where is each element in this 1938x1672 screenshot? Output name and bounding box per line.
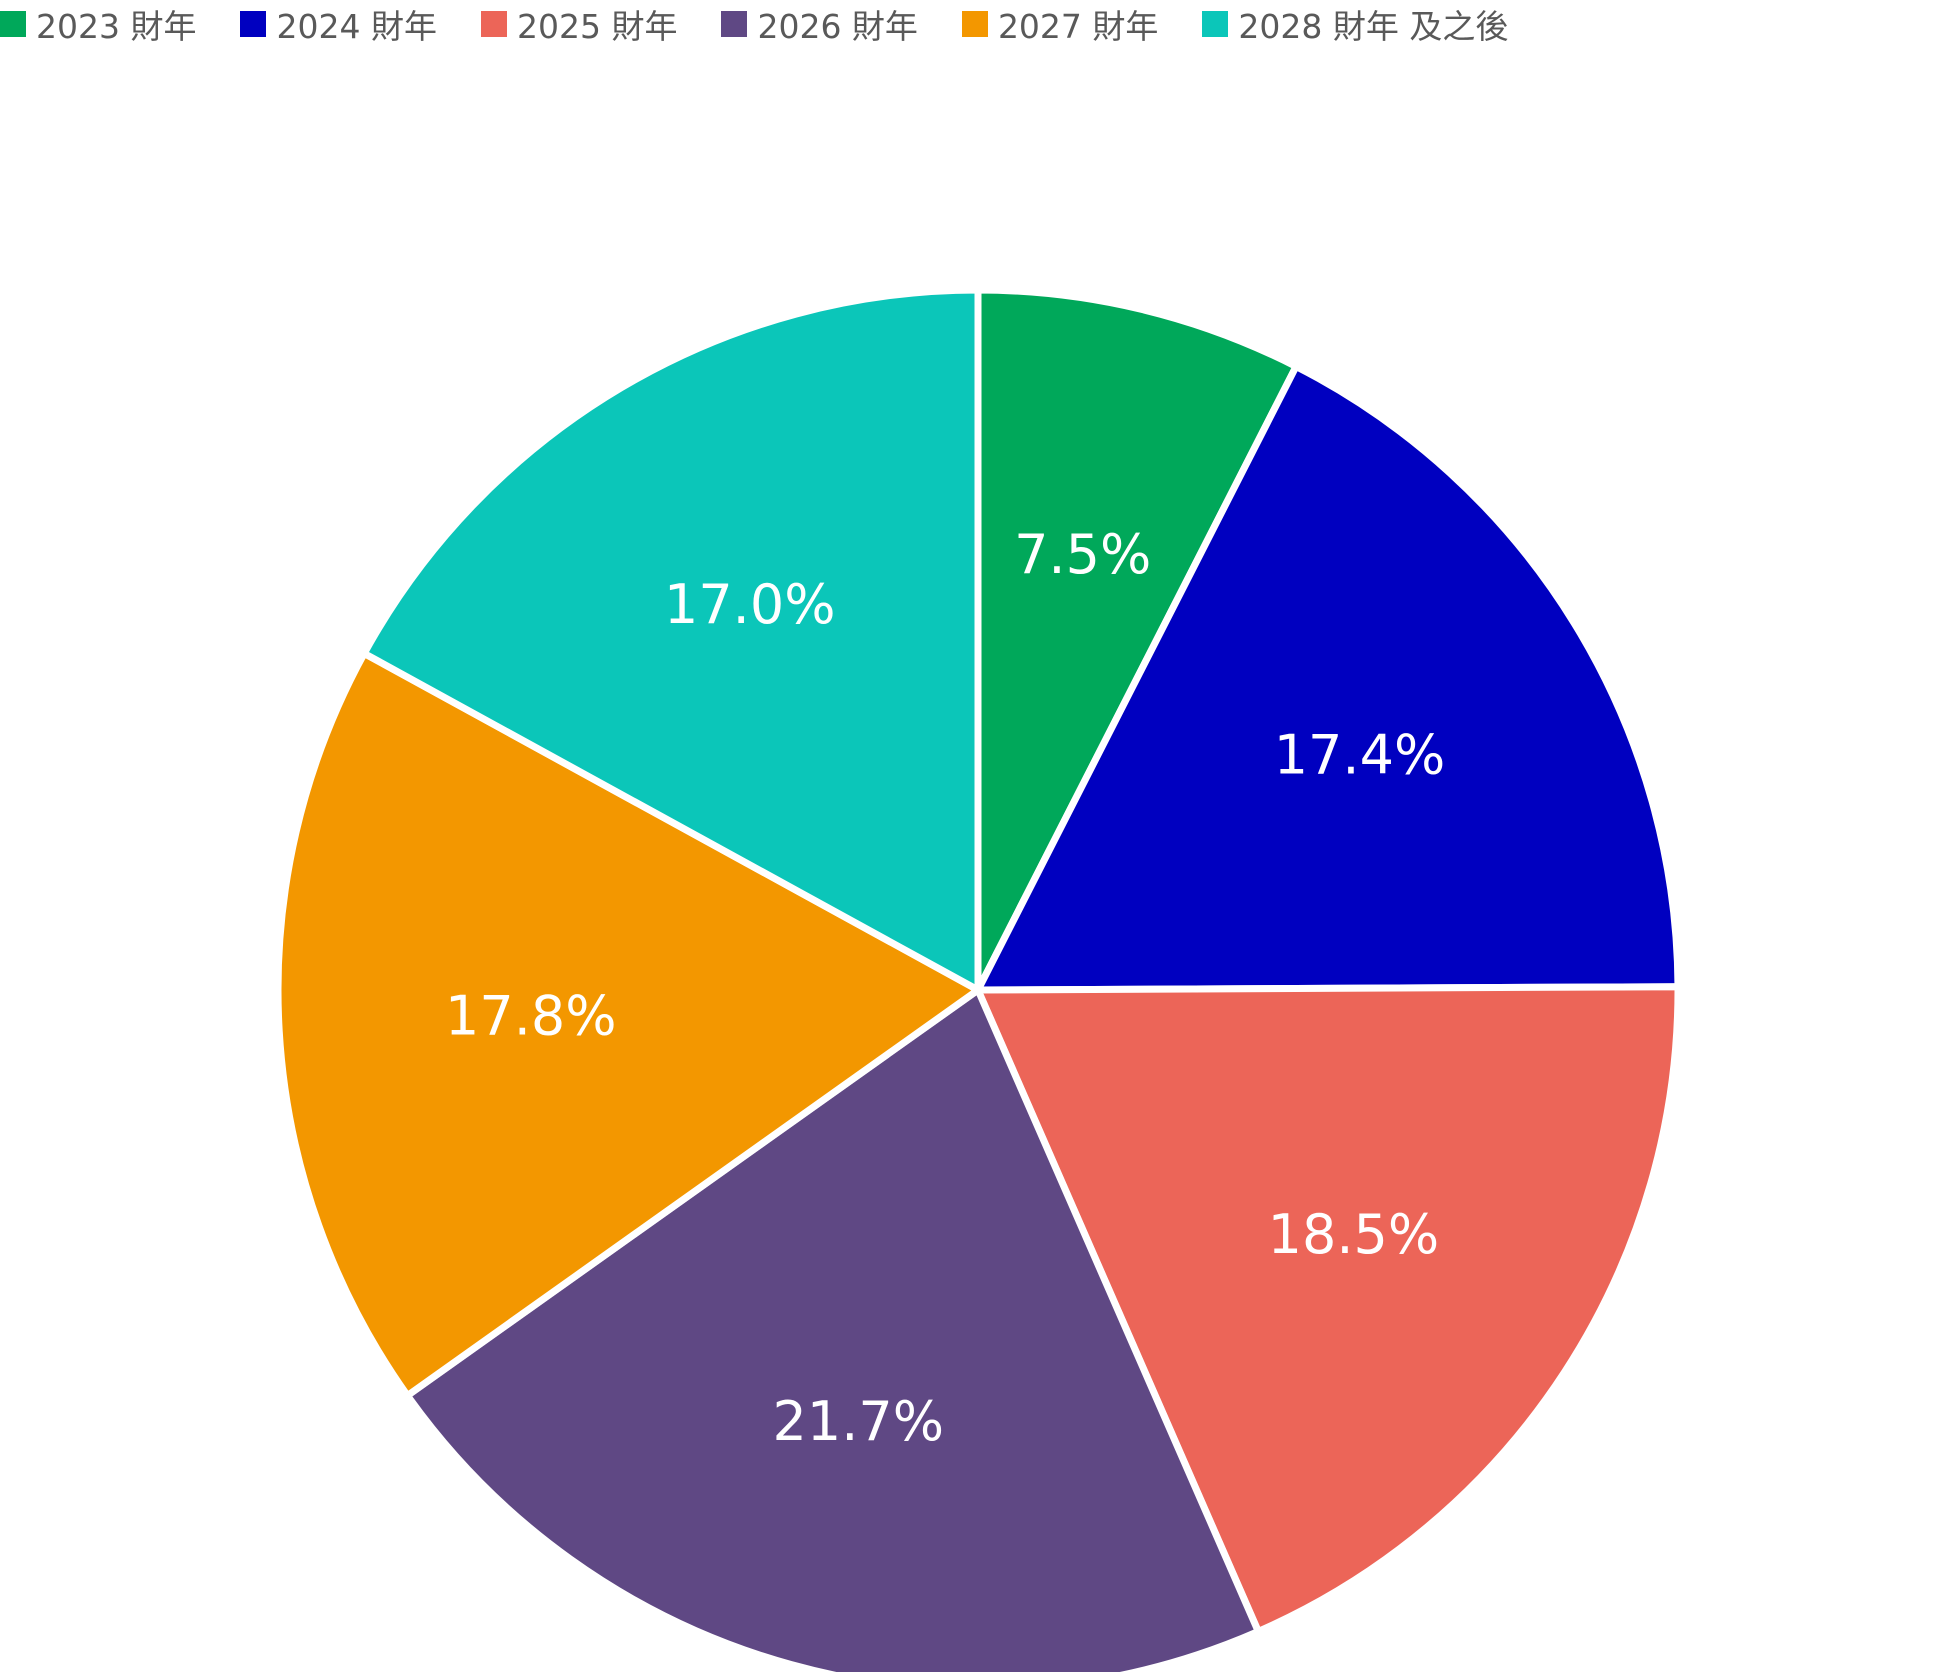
- legend: 2023 財年 2024 財年 2025 財年 2026 財年 2027 財年 …: [0, 0, 1552, 48]
- legend-label-2023: 2023 財年: [36, 7, 197, 46]
- data-label-2026: 21.7%: [773, 1390, 945, 1453]
- legend-item-2023: 2023 財年: [0, 0, 196, 48]
- legend-swatch-2028: [1202, 11, 1229, 37]
- legend-item-2024: 2024 財年: [240, 0, 437, 48]
- legend-label-2027: 2027 財年: [997, 7, 1159, 46]
- data-label-2023: 7.5%: [1014, 523, 1151, 586]
- legend-swatch-2026: [721, 11, 748, 37]
- data-label-2028: 17.0%: [664, 573, 836, 636]
- legend-item-2026: 2026 財年: [721, 0, 918, 48]
- legend-swatch-2025: [480, 11, 507, 37]
- pie-slice-2024: [972, 361, 1682, 994]
- legend-label-2026: 2026 財年: [757, 7, 918, 46]
- legend-swatch-2027: [961, 11, 988, 37]
- legend-swatch-2023: [0, 11, 26, 37]
- data-label-2025: 18.5%: [1268, 1203, 1440, 1266]
- legend-label-2028: 2028 財年 及之後: [1238, 7, 1509, 46]
- pie-slice-2027: [274, 648, 985, 1401]
- legend-label-2025: 2025 財年: [516, 7, 678, 46]
- data-label-2027: 17.8%: [445, 985, 617, 1048]
- pie-slice-2026: [402, 984, 1263, 1672]
- legend-item-2027: 2027 財年: [961, 0, 1159, 48]
- legend-label-2024: 2024 財年: [276, 7, 437, 46]
- legend-swatch-2024: [240, 11, 267, 37]
- pie-slice-2028: [359, 286, 982, 996]
- legend-item-2028: 2028 財年 及之後: [1202, 0, 1508, 48]
- data-label-2024: 17.4%: [1274, 724, 1446, 787]
- pie-slice-2023: [974, 286, 1301, 992]
- legend-item-2025: 2025 財年: [480, 0, 678, 48]
- pie-slice-2025: [972, 983, 1682, 1637]
